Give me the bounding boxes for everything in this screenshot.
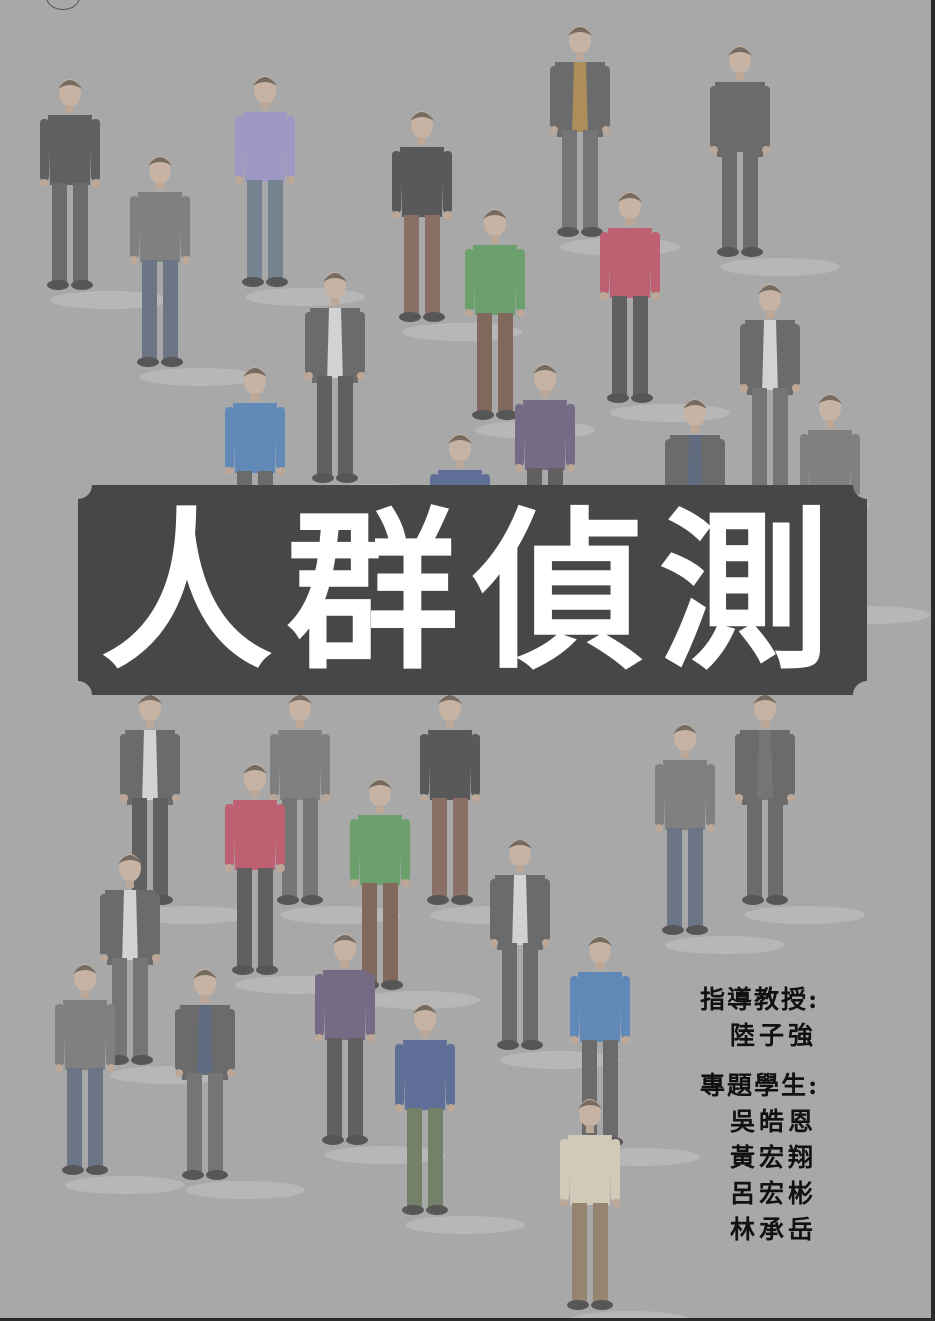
students-label: 專題學生: <box>700 1071 820 1100</box>
page-edge <box>0 1318 935 1321</box>
cover-title: 人群偵測 <box>100 492 845 693</box>
title-banner: 人群偵測 <box>78 485 867 695</box>
advisor-label: 指導教授: <box>700 985 820 1014</box>
credits-block: 指導教授: 陸子強 專題學生: 吳皓恩 黃宏翔 呂宏彬 林承岳 <box>690 982 865 1248</box>
student-name: 呂宏彬 <box>730 1179 818 1208</box>
student-name: 吳皓恩 <box>730 1107 818 1136</box>
student-name: 林承岳 <box>730 1215 818 1244</box>
banner-shape <box>78 485 867 695</box>
student-name: 黃宏翔 <box>730 1143 818 1172</box>
advisor-name: 陸子強 <box>730 1021 818 1050</box>
page-edge <box>931 0 935 1321</box>
